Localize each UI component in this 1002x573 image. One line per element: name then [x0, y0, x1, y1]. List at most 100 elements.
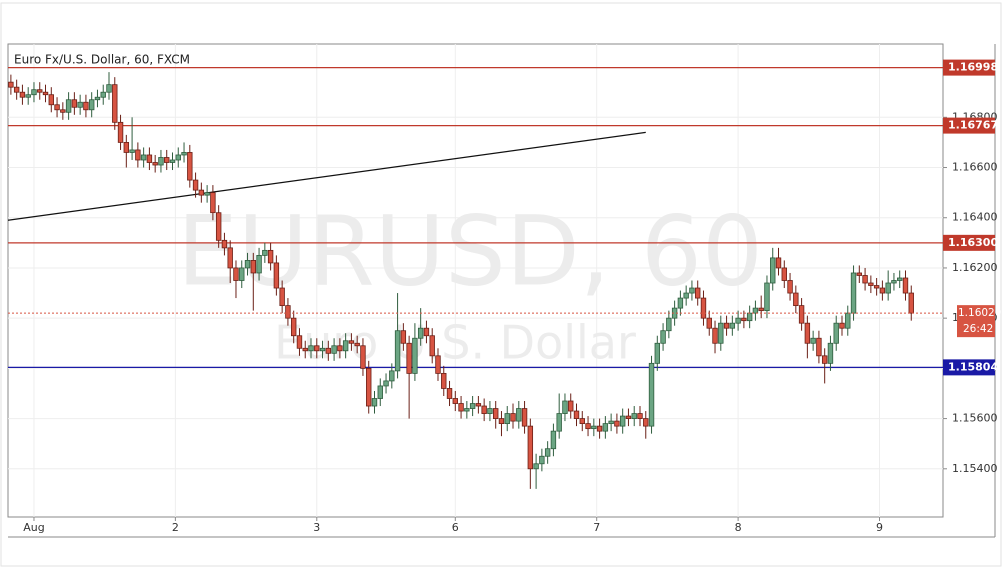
candle-body	[256, 254, 262, 274]
candle-body	[400, 330, 407, 344]
candle-body	[25, 94, 31, 98]
plot-area	[7, 43, 944, 518]
candle-body	[458, 403, 464, 412]
candle-body	[683, 292, 689, 299]
candle-body	[897, 277, 903, 281]
candle-body	[262, 249, 268, 256]
candle-body	[187, 152, 193, 181]
y-tick-label: 1.16600	[952, 161, 998, 174]
candle-body	[244, 260, 251, 269]
candle-body	[181, 152, 187, 156]
candle-body	[464, 408, 470, 412]
candle-body	[215, 212, 222, 241]
candle-body	[804, 322, 811, 344]
candle-body	[337, 345, 343, 352]
candle-body	[643, 418, 649, 427]
candle-body	[285, 305, 291, 319]
candle-body	[77, 101, 83, 108]
level-label: 1.16998	[948, 61, 998, 74]
candle-body	[88, 99, 95, 111]
candle-body	[596, 425, 603, 432]
candle-body	[441, 372, 447, 389]
candle-body	[891, 280, 897, 284]
candle-body	[579, 418, 585, 425]
candle-body	[746, 312, 753, 322]
candle-body	[469, 403, 476, 409]
candle-body	[164, 157, 170, 163]
candle-body	[60, 109, 66, 113]
candle-body	[873, 285, 880, 289]
candle-body	[273, 262, 280, 289]
candle-body	[660, 330, 666, 344]
candle-body	[654, 342, 661, 364]
candle-body	[267, 249, 274, 264]
candle-body	[233, 267, 239, 281]
y-tick-label: 1.16400	[952, 211, 998, 224]
candle-body	[140, 154, 147, 161]
last-price-box	[957, 305, 995, 338]
candle-body	[331, 345, 337, 354]
candle-body	[152, 162, 158, 166]
candle-body	[591, 425, 597, 430]
candle-body	[833, 322, 839, 344]
candle-body	[908, 292, 914, 314]
candle-body	[498, 418, 505, 425]
candle-body	[123, 142, 130, 153]
candle-body	[856, 272, 863, 276]
level-label-box	[943, 117, 995, 134]
x-tick-label: 9	[876, 521, 883, 534]
candle-body	[614, 420, 620, 427]
candle-body	[446, 388, 453, 399]
candle-body	[342, 340, 349, 352]
level-label: 1.16767	[948, 119, 998, 132]
candle-body	[585, 423, 591, 430]
candle-body	[845, 312, 851, 329]
candle-body	[394, 330, 401, 372]
candle-body	[371, 398, 378, 407]
candle-body	[13, 86, 20, 93]
candle-body	[666, 317, 672, 332]
candle-body	[631, 413, 637, 419]
candle-body	[770, 257, 776, 284]
candle-body	[700, 297, 707, 319]
candle-body	[94, 96, 101, 101]
candle-body	[423, 327, 430, 337]
x-tick-label: 7	[593, 521, 600, 534]
candle-body	[417, 327, 424, 339]
x-tick-label: 8	[735, 521, 742, 534]
candle-body	[112, 84, 118, 123]
candle-body	[210, 192, 216, 214]
chart-title: Euro Fx/U.S. Dollar, 60, FXCM	[14, 53, 190, 67]
candle-body	[146, 154, 153, 163]
candle-body	[533, 463, 539, 470]
candle-body	[550, 430, 557, 450]
candle-body	[37, 89, 43, 93]
candle-body	[619, 415, 626, 427]
candle-body	[729, 322, 736, 329]
candle-body	[452, 398, 458, 404]
candle-body	[198, 189, 205, 196]
candle-body	[493, 408, 499, 419]
candle-body	[902, 277, 909, 294]
candle-body	[31, 89, 37, 96]
candle-body	[695, 287, 701, 299]
candle-body	[602, 423, 609, 432]
candle-body	[42, 91, 49, 96]
candle-body	[435, 355, 441, 374]
candle-body	[735, 317, 741, 324]
candle-body	[723, 322, 730, 329]
candle-body	[192, 179, 199, 191]
level-label: 1.15804	[948, 360, 998, 373]
candle-body	[389, 370, 395, 382]
candle-body	[383, 380, 389, 387]
x-tick-label: 6	[452, 521, 459, 534]
candle-body	[481, 405, 487, 414]
candle-body	[296, 335, 303, 349]
candle-body	[752, 307, 759, 314]
candle-body	[718, 322, 724, 344]
trendline	[7, 131, 646, 221]
candle-body	[764, 282, 770, 312]
x-tick-label: Aug	[23, 521, 44, 534]
candle-body	[689, 287, 695, 294]
